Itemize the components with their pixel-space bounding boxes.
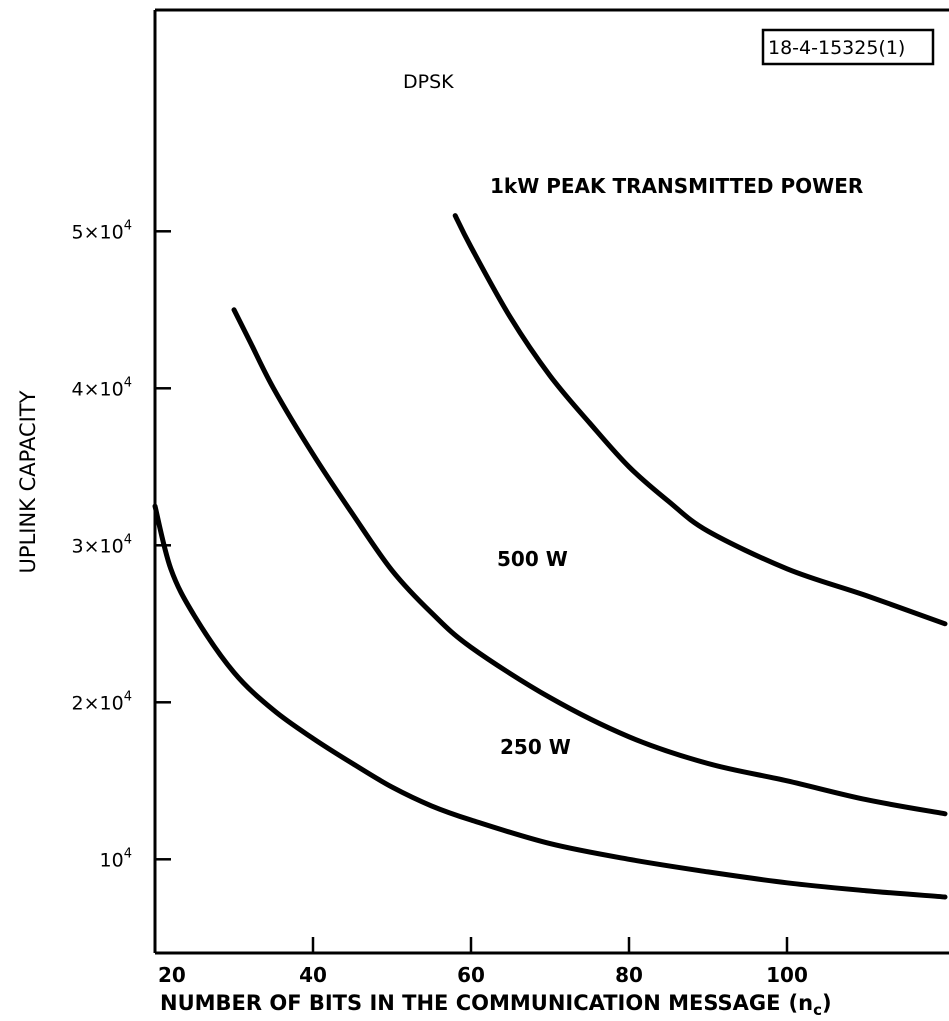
- y-tick-label-exponent: 4: [124, 375, 132, 390]
- y-tick-label: 104: [100, 846, 132, 871]
- y-tick-label-exponent: 4: [124, 846, 132, 861]
- y-tick-label-base: 2×10: [72, 692, 124, 714]
- x-axis-title-symbol-sub: c: [813, 1001, 822, 1019]
- x-tick-label: 100: [766, 963, 808, 987]
- curve-1kw: [452, 213, 948, 627]
- y-tick-label: 5×104: [72, 218, 132, 243]
- figure-id: 18-4-15325(1): [768, 37, 905, 59]
- y-tick-label: 2×104: [72, 689, 132, 714]
- series-label-500w: 500 W: [497, 547, 568, 571]
- y-tick-label-exponent: 4: [124, 218, 132, 233]
- y-tick-label-base: 5×10: [72, 221, 124, 243]
- figure-id-box: [761, 28, 935, 66]
- curve-250w: [152, 503, 948, 900]
- series-label-1kw: 1kW PEAK TRANSMITTED POWER: [490, 174, 863, 198]
- axes: [153, 8, 949, 955]
- y-axis-title: UPLINK CAPACITY: [16, 390, 40, 573]
- x-axis-title: NUMBER OF BITS IN THE COMMUNICATION MESS…: [160, 991, 832, 1019]
- x-tick-label: 80: [615, 963, 643, 987]
- y-tick-label-base: 3×10: [72, 535, 124, 557]
- curves: [152, 213, 948, 900]
- x-tick-label: 20: [158, 963, 186, 987]
- labels: 18-4-15325(1) DPSK 1kW PEAK TRANSMITTED …: [16, 28, 935, 1019]
- curve-500w: [231, 307, 948, 817]
- dpsk-annotation: DPSK: [403, 71, 454, 93]
- x-axis-title-symbol-base: (n: [789, 991, 814, 1015]
- y-tick-label-exponent: 4: [124, 532, 132, 547]
- x-tick-label: 60: [457, 963, 485, 987]
- series-label-250w: 250 W: [500, 735, 571, 759]
- x-axis-title-main: NUMBER OF BITS IN THE COMMUNICATION MESS…: [160, 991, 781, 1015]
- x-axis-title-symbol-end: ): [822, 991, 832, 1015]
- y-tick-label: 3×104: [72, 532, 132, 557]
- y-tick-label: 4×104: [72, 375, 132, 400]
- y-tick-label-base: 4×10: [72, 378, 124, 400]
- y-tick-label-exponent: 4: [124, 689, 132, 704]
- y-tick-label-base: 10: [100, 849, 124, 871]
- x-tick-label: 40: [299, 963, 327, 987]
